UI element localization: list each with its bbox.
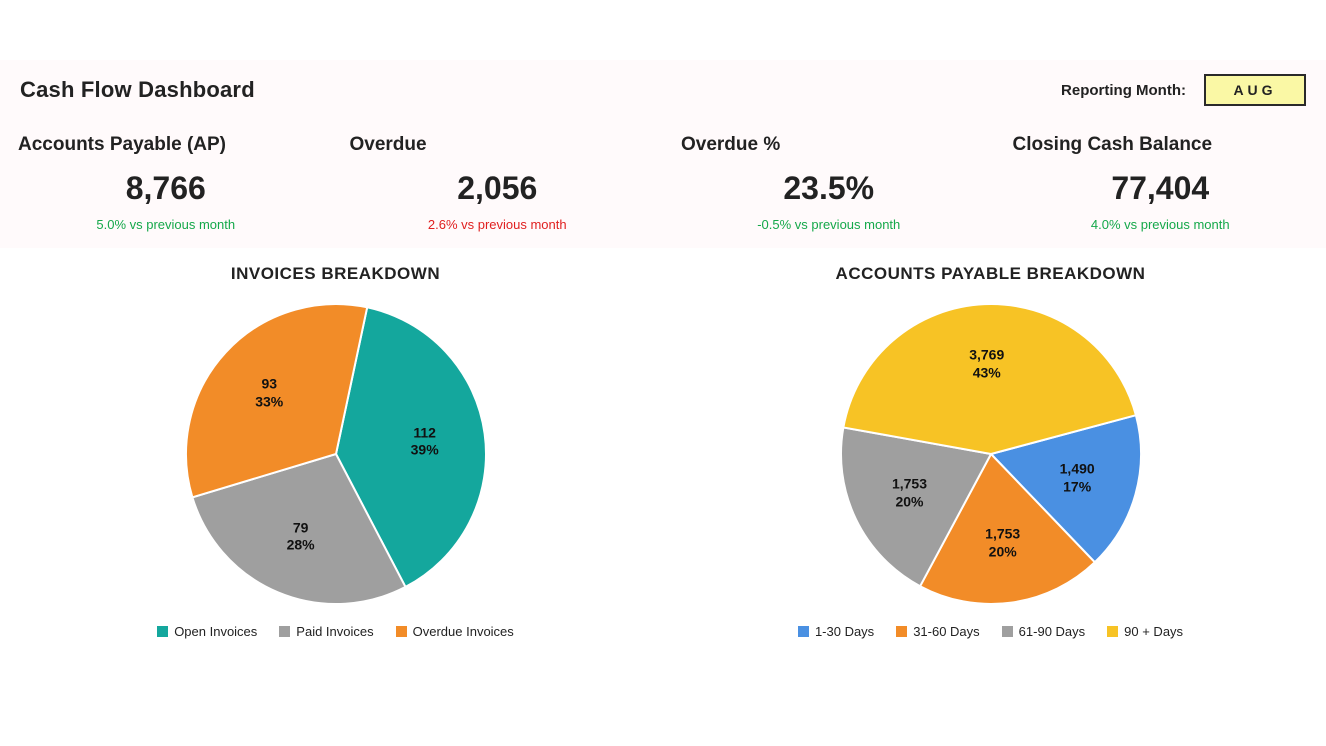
kpi-strip: Accounts Payable (AP) 8,766 5.0% vs previo… [0,130,1326,248]
dashboard-page: Cash Flow Dashboard Reporting Month: AUG… [0,0,1326,639]
header-right: Reporting Month: AUG [1061,74,1306,106]
invoices-slice-label: 7928% [287,519,315,554]
legend-swatch-icon [396,626,407,637]
invoices-legend-item: Overdue Invoices [396,624,514,639]
ap-legend-item: 90 + Days [1107,624,1183,639]
legend-text: 90 + Days [1124,624,1183,639]
legend-text: 1-30 Days [815,624,874,639]
invoices-legend: Open Invoices Paid Invoices Overdue Invoic… [20,624,651,639]
ap-chart-card: ACCOUNTS PAYABLE BREAKDOWN 1,49017% 1,753… [675,258,1306,639]
kpi-label: Overdue [350,134,646,156]
legend-text: Overdue Invoices [413,624,514,639]
invoices-slice-label: 11239% [411,424,439,459]
legend-swatch-icon [157,626,168,637]
kpi-value: 8,766 [18,170,314,207]
ap-slice-label: 1,49017% [1060,461,1095,496]
page-title: Cash Flow Dashboard [20,77,255,103]
header-bar: Cash Flow Dashboard Reporting Month: AUG [0,60,1326,130]
ap-legend-item: 31-60 Days [896,624,979,639]
ap-slice-label: 1,75320% [985,526,1020,561]
ap-chart-title: ACCOUNTS PAYABLE BREAKDOWN [675,264,1306,284]
ap-legend-item: 1-30 Days [798,624,874,639]
kpi-card: Overdue % 23.5% -0.5% vs previous month [663,134,995,232]
legend-swatch-icon [798,626,809,637]
invoices-legend-item: Paid Invoices [279,624,373,639]
ap-slice-label: 3,76943% [969,347,1004,382]
legend-text: 61-90 Days [1019,624,1085,639]
kpi-card: Closing Cash Balance 77,404 4.0% vs previo… [995,134,1326,232]
kpi-delta: 5.0% vs previous month [18,217,314,232]
kpi-delta: 4.0% vs previous month [1013,217,1309,232]
invoices-chart-title: INVOICES BREAKDOWN [20,264,651,284]
legend-swatch-icon [896,626,907,637]
legend-text: Open Invoices [174,624,257,639]
ap-pie: 1,49017% 1,75320% 1,75320% 3,76943% [675,284,1306,624]
kpi-delta: -0.5% vs previous month [681,217,977,232]
legend-text: Paid Invoices [296,624,373,639]
legend-swatch-icon [1002,626,1013,637]
legend-swatch-icon [1107,626,1118,637]
kpi-label: Closing Cash Balance [1013,134,1309,156]
kpi-card: Accounts Payable (AP) 8,766 5.0% vs previo… [0,134,332,232]
ap-legend: 1-30 Days 31-60 Days 61-90 Days 90 + Days [675,624,1306,639]
ap-legend-item: 61-90 Days [1002,624,1085,639]
reporting-month-label: Reporting Month: [1061,82,1186,99]
charts-row: INVOICES BREAKDOWN 11239% 7928% 9333% Open… [0,248,1326,639]
legend-text: 31-60 Days [913,624,979,639]
invoices-legend-item: Open Invoices [157,624,257,639]
kpi-label: Overdue % [681,134,977,156]
kpi-value: 2,056 [350,170,646,207]
reporting-month-selector[interactable]: AUG [1204,74,1306,106]
kpi-value: 77,404 [1013,170,1309,207]
kpi-value: 23.5% [681,170,977,207]
ap-slice-label: 1,75320% [892,476,927,511]
invoices-chart-card: INVOICES BREAKDOWN 11239% 7928% 9333% Open… [20,258,651,639]
kpi-card: Overdue 2,056 2.6% vs previous month [332,134,664,232]
kpi-label: Accounts Payable (AP) [18,134,314,156]
invoices-slice-label: 9333% [255,376,283,411]
invoices-pie: 11239% 7928% 9333% [20,284,651,624]
legend-swatch-icon [279,626,290,637]
kpi-delta: 2.6% vs previous month [350,217,646,232]
